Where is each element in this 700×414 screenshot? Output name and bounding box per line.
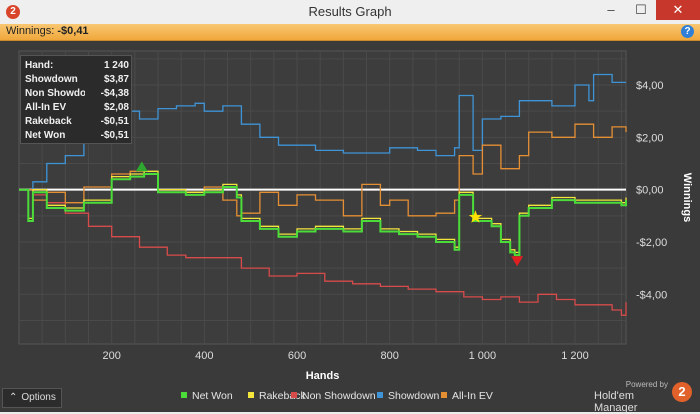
tooltip-value: $3,87 <box>103 74 129 85</box>
legend-swatch <box>291 392 297 398</box>
hover-tooltip: Hand: 1 240 Showdown $3,87 Non Showdown -$4… <box>20 55 132 144</box>
x-axis-title: Hands <box>306 370 340 382</box>
low-marker <box>511 256 524 267</box>
tooltip-label: Net Won <box>25 130 66 141</box>
y-axis-title: Winnings <box>681 173 693 222</box>
chart-area: 200 400 600 800 1 000 1 200 $4,00 $2,00 $0,00 -$2… <box>0 41 700 414</box>
tooltip-label: Showdown <box>25 74 78 85</box>
legend-item-non-showdown[interactable]: Non Showdown <box>291 390 376 402</box>
tooltip-row-net-won: Net Won -$0,51 <box>25 130 129 144</box>
y-tick-label: $0,00 <box>636 185 664 197</box>
legend-label: Net Won <box>192 390 233 402</box>
y-tick-label: -$2,00 <box>636 237 667 249</box>
options-label: Options <box>21 392 56 403</box>
maximize-button[interactable]: ☐ <box>635 2 647 17</box>
legend-swatch <box>441 392 447 398</box>
series-line-non-showdown <box>19 189 627 316</box>
x-tick-label: 600 <box>288 350 306 362</box>
tooltip-row-non-showdown: Non Showdown -$4,38 <box>25 88 129 102</box>
tooltip-label: Rakeback <box>25 116 72 127</box>
help-icon[interactable]: ? <box>681 25 694 38</box>
winnings-bar: Winnings: -$0,41 ? <box>0 24 700 41</box>
winnings-label: Winnings: -$0,41 <box>6 25 89 37</box>
x-tick-label: 200 <box>102 350 120 362</box>
legend-swatch <box>377 392 383 398</box>
star-marker <box>468 210 483 223</box>
brand-powered-by: Powered by <box>625 380 668 389</box>
winnings-value: -$0,41 <box>57 25 89 37</box>
y-tick-label: $4,00 <box>636 80 664 92</box>
legend-item-allin-ev[interactable]: All-In EV <box>441 390 493 402</box>
legend-item-net-won[interactable]: Net Won <box>181 390 233 402</box>
legend-swatch <box>181 392 187 398</box>
tooltip-label: Hand: <box>25 60 54 71</box>
tooltip-row-rakeback: Rakeback -$0,51 <box>25 116 129 130</box>
series-line-all-in-ev <box>19 123 627 217</box>
window-title: Results Graph <box>308 4 392 19</box>
close-button[interactable]: ✕ <box>656 0 700 20</box>
tooltip-value: -$0,51 <box>100 130 129 141</box>
app-logo-icon: 2 <box>6 5 20 19</box>
y-tick-label: -$4,00 <box>636 289 667 301</box>
tooltip-value: -$0,51 <box>100 116 129 127</box>
x-tick-label: 1 200 <box>561 350 589 362</box>
peak-marker <box>135 161 148 172</box>
tooltip-row-allin-ev: All-In EV $2,08 <box>25 102 129 116</box>
tooltip-label: All-In EV <box>25 102 67 113</box>
options-button[interactable]: ⌃ Options <box>2 388 62 408</box>
hem-logo-icon: 2 <box>672 382 692 402</box>
tooltip-row-showdown: Showdown $3,87 <box>25 74 129 88</box>
tooltip-value: $2,08 <box>103 102 129 113</box>
legend-swatch <box>248 392 254 398</box>
brand-logo: Powered by Hold'em Manager 2 <box>594 380 694 414</box>
y-tick-label: $2,00 <box>636 132 664 144</box>
legend-label: Non Showdown <box>302 390 376 402</box>
tooltip-value: 1 240 <box>103 60 129 71</box>
brand-name: Hold'em Manager <box>594 390 638 414</box>
legend-item-showdown[interactable]: Showdown <box>377 390 439 402</box>
legend-label: All-In EV <box>452 390 493 402</box>
minimize-button[interactable]: – <box>607 2 615 17</box>
x-tick-label: 800 <box>381 350 399 362</box>
winnings-label-text: Winnings: <box>6 25 55 37</box>
tooltip-row-hand: Hand: 1 240 <box>25 60 129 74</box>
x-tick-label: 400 <box>195 350 213 362</box>
tooltip-value: -$4,38 <box>100 88 129 99</box>
chevron-up-icon: ⌃ <box>9 392 18 403</box>
legend-label: Showdown <box>388 390 440 402</box>
series-line-net-won <box>19 173 627 257</box>
x-tick-label: 1 000 <box>469 350 497 362</box>
title-bar: 2 Results Graph – ☐ ✕ <box>0 0 700 25</box>
tooltip-label: Non Showdown <box>25 88 85 99</box>
